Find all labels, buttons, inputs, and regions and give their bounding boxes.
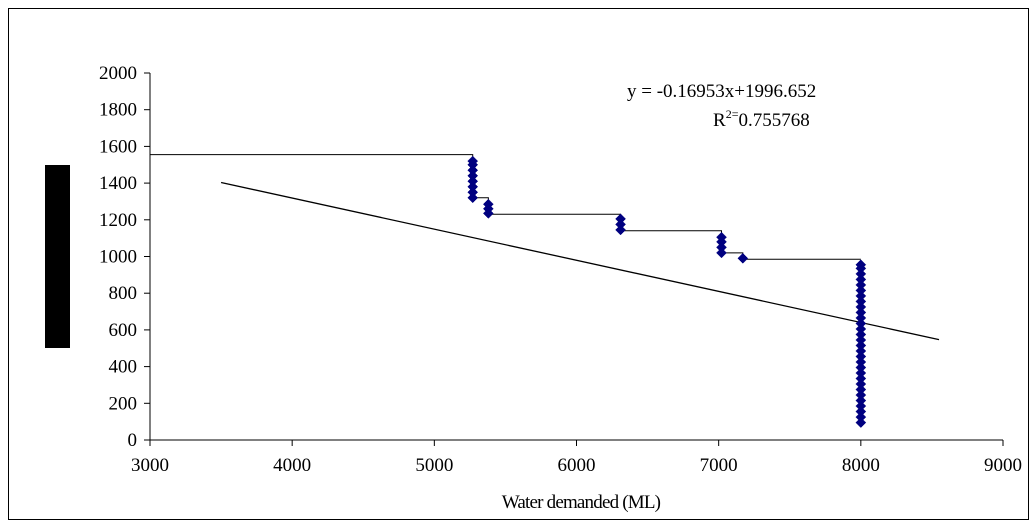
data-point-marker <box>467 170 479 182</box>
x-tick-label: 5000 <box>415 455 453 476</box>
r-squared-value: 0.755768 <box>738 110 809 131</box>
y-tick-label: 400 <box>109 357 138 378</box>
equation-label: y = -0.16953x+1996.652 <box>627 81 816 102</box>
data-point-marker <box>467 164 479 176</box>
data-point-marker <box>855 389 867 401</box>
x-tick-label: 7000 <box>700 455 738 476</box>
chart-border <box>8 8 1029 520</box>
data-point-marker <box>483 198 494 210</box>
y-tick-label: 1200 <box>99 210 137 231</box>
data-point-marker <box>855 395 867 406</box>
data-point-marker <box>737 252 749 264</box>
x-tick-label: 9000 <box>984 455 1022 476</box>
x-axis-label: Water demanded (ML) <box>502 492 661 513</box>
data-point-marker <box>855 279 867 291</box>
y-tick-label: 800 <box>109 283 138 304</box>
data-point-marker <box>855 312 867 324</box>
data-point-marker <box>855 362 867 373</box>
y-tick-label: 1800 <box>99 100 137 121</box>
x-ticks: 3000 4000 5000 6000 7000 8000 9000 <box>131 440 1022 476</box>
data-point-marker <box>855 318 867 329</box>
data-point-marker <box>615 219 626 230</box>
data-point-marker <box>855 334 867 346</box>
data-point-marker <box>467 155 479 167</box>
data-point-marker <box>855 274 867 285</box>
data-point-marker <box>467 181 479 193</box>
y-tick-label: 1600 <box>99 136 137 157</box>
x-tick-label: 6000 <box>558 455 596 476</box>
data-point-marker <box>855 323 867 335</box>
data-point-marker <box>716 247 727 259</box>
r-squared-base: R <box>713 110 726 131</box>
data-point-marker <box>467 175 479 187</box>
data-point-marker <box>855 406 867 417</box>
data-points <box>467 155 867 428</box>
data-point-marker <box>855 301 867 313</box>
y-tick-label: 600 <box>109 320 138 341</box>
data-point-marker <box>855 340 867 351</box>
data-point-marker <box>615 224 626 236</box>
y-tick-label: 1000 <box>99 247 137 268</box>
data-point-marker <box>855 373 867 384</box>
x-tick-label: 8000 <box>842 455 880 476</box>
trendline <box>220 181 940 341</box>
y-tick-label: 2000 <box>99 63 137 84</box>
data-point-marker <box>467 192 479 204</box>
data-point-marker <box>855 367 867 379</box>
data-point-marker <box>855 329 867 340</box>
data-point-marker <box>855 296 867 307</box>
data-point-marker <box>855 268 867 280</box>
y-tick-label: 0 <box>128 430 138 451</box>
r-squared-superscript: 2= <box>726 107 739 121</box>
data-point-marker <box>855 417 867 428</box>
data-point-marker <box>855 351 867 362</box>
x-tick-label: 4000 <box>273 455 311 476</box>
data-point-marker <box>855 378 867 390</box>
data-point-marker <box>855 384 867 395</box>
x-tick-label: 3000 <box>131 455 169 476</box>
data-point-marker <box>716 241 727 253</box>
data-point-marker <box>716 231 727 243</box>
y-tick-label: 200 <box>109 393 138 414</box>
data-point-marker <box>855 345 867 357</box>
data-point-marker <box>855 259 867 271</box>
data-point-marker <box>855 400 867 412</box>
data-point-marker <box>467 186 479 198</box>
data-point-marker <box>855 307 867 318</box>
ylabel-redaction-box <box>45 165 70 348</box>
data-point-marker <box>615 213 626 225</box>
y-ticks: 0 200 400 600 800 1000 1200 1400 1600 1800 2000 <box>99 63 150 451</box>
data-point-marker <box>855 411 867 423</box>
data-point-marker <box>855 285 867 296</box>
data-point-marker <box>855 356 867 368</box>
r-squared-label: R2=0.755768 <box>713 107 810 131</box>
data-point-marker <box>855 290 867 302</box>
y-tick-label: 1400 <box>99 173 137 194</box>
